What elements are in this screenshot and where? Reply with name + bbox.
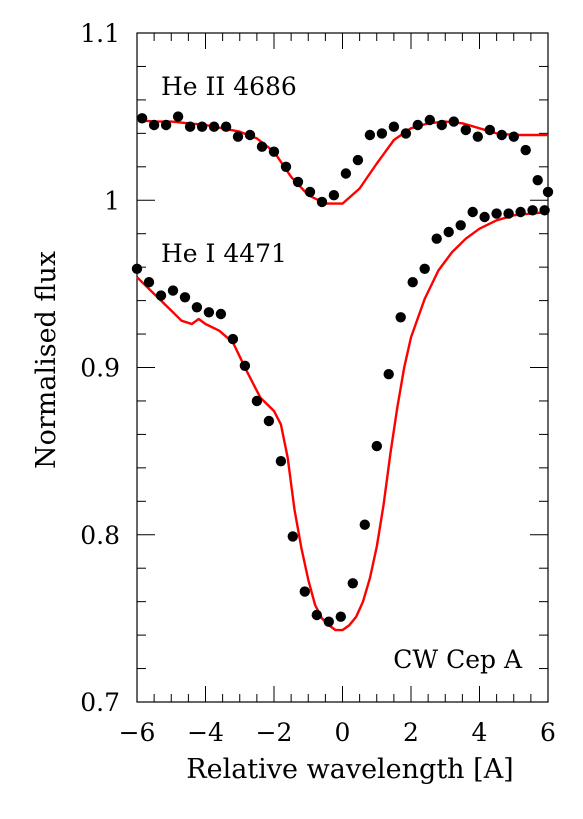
data-point	[520, 144, 531, 156]
data-point	[268, 146, 280, 157]
data-point	[532, 175, 543, 186]
data-point	[239, 360, 251, 371]
data-point	[503, 208, 514, 219]
data-point	[400, 128, 412, 139]
data-point	[383, 369, 394, 380]
data-point	[136, 113, 148, 124]
data-point	[220, 121, 232, 132]
chart-annotation: CW Cep A	[393, 645, 523, 674]
data-point	[443, 226, 454, 238]
y-tick-label: 1	[104, 186, 120, 215]
data-point	[227, 333, 239, 345]
data-point	[527, 205, 538, 216]
plot-frame	[136, 32, 549, 703]
data-point	[299, 586, 310, 597]
y-tick-label: 1.1	[80, 19, 120, 48]
y-tick-label: 0.8	[80, 521, 120, 550]
data-point	[143, 277, 155, 288]
data-point	[467, 206, 478, 218]
x-tick-label: −6	[119, 718, 156, 747]
data-point	[352, 154, 364, 166]
data-point	[196, 121, 208, 132]
data-point	[371, 440, 382, 452]
data-point	[256, 141, 268, 152]
data-point	[419, 263, 430, 274]
data-point	[155, 290, 167, 301]
data-point	[215, 308, 227, 320]
series-layer	[131, 111, 554, 632]
axis-ticks	[136, 32, 549, 703]
data-point	[472, 131, 483, 142]
x-tick-label: 0	[335, 718, 351, 747]
data-point	[407, 277, 418, 288]
data-point	[376, 128, 388, 139]
data-point	[275, 456, 287, 467]
series-label: He II 4686	[161, 72, 297, 101]
data-point	[364, 129, 376, 141]
data-point	[491, 208, 502, 219]
data-point	[179, 292, 191, 303]
y-tick-label: 0.7	[80, 688, 120, 717]
data-point	[232, 131, 244, 142]
series-0	[136, 111, 554, 208]
series-1	[131, 205, 550, 632]
data-point	[388, 121, 400, 132]
x-tick-label: −2	[256, 718, 293, 747]
data-point	[148, 119, 160, 131]
data-point	[160, 119, 172, 131]
data-point	[412, 119, 423, 131]
data-point	[539, 205, 550, 216]
y-tick-label: 0.9	[80, 354, 120, 383]
data-point	[304, 186, 316, 198]
data-point	[542, 186, 554, 198]
data-point	[203, 307, 215, 318]
data-point	[131, 263, 143, 274]
x-tick-label: −4	[187, 718, 224, 747]
data-point	[263, 415, 275, 427]
data-point	[172, 111, 184, 122]
x-tick-label: 6	[540, 718, 556, 747]
y-tick-labels: 0.7 0.8 0.9 1 1.1	[80, 19, 120, 717]
data-point	[287, 531, 298, 542]
data-point	[335, 611, 346, 622]
data-point	[347, 578, 358, 589]
x-axis-label: Relative wavelength [A]	[186, 754, 513, 785]
series-label: He I 4471	[161, 239, 287, 268]
data-point	[508, 131, 519, 142]
data-point	[316, 196, 328, 208]
data-point	[424, 114, 435, 126]
data-point	[280, 161, 292, 172]
data-point	[448, 116, 459, 127]
data-point	[208, 121, 220, 132]
data-point	[395, 312, 406, 323]
model-line	[136, 210, 549, 632]
data-point	[515, 206, 526, 218]
data-point	[484, 124, 495, 136]
x-tick-label: 2	[403, 718, 419, 747]
data-point	[328, 190, 340, 201]
data-point	[359, 519, 370, 530]
data-point	[184, 121, 196, 132]
data-point	[311, 609, 322, 621]
series-labels: He II 4686 He I 4471	[161, 72, 297, 268]
data-point	[340, 168, 352, 179]
y-axis-label: Normalised flux	[31, 251, 62, 469]
data-point	[496, 129, 507, 141]
data-point	[251, 395, 263, 407]
data-point	[244, 129, 256, 141]
x-tick-labels: −6 −4 −2 0 2 4 6	[119, 718, 556, 747]
data-point	[460, 124, 471, 136]
data-point	[431, 233, 442, 244]
data-point	[191, 302, 203, 313]
data-point	[323, 616, 334, 627]
data-point	[479, 211, 490, 223]
data-point	[455, 220, 466, 231]
x-tick-label: 4	[472, 718, 488, 747]
data-point	[167, 285, 179, 296]
data-point	[436, 119, 447, 131]
data-point	[292, 176, 304, 188]
